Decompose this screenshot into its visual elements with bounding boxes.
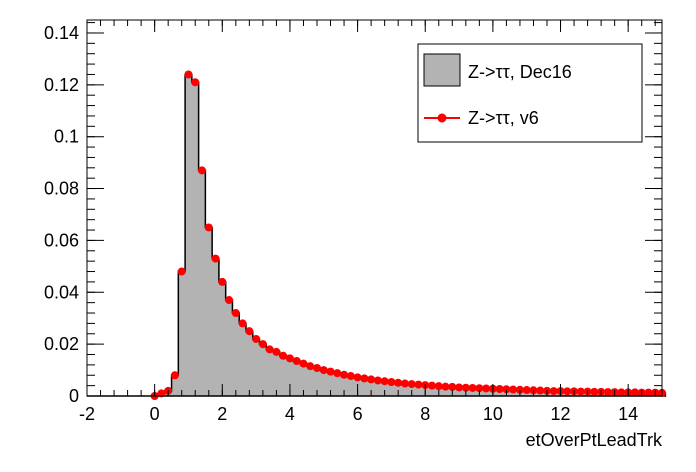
marker-v6-point bbox=[346, 372, 355, 381]
axis-layer: -2 0 2 4 6 8 10 12 1400.020.040.060.080.10.120.1… bbox=[44, 20, 662, 424]
legend-marker-v6 bbox=[437, 113, 447, 123]
marker-layer bbox=[150, 70, 666, 400]
marker-v6-point bbox=[319, 366, 328, 375]
marker-v6-point bbox=[515, 385, 524, 394]
marker-v6-point bbox=[576, 387, 585, 396]
marker-v6-point bbox=[360, 374, 369, 383]
marker-v6-point bbox=[434, 382, 443, 391]
marker-v6-point bbox=[387, 377, 396, 386]
marker-v6-point bbox=[468, 383, 477, 392]
marker-v6-point bbox=[177, 267, 186, 276]
marker-v6-point bbox=[279, 351, 288, 360]
marker-v6-point bbox=[218, 277, 227, 286]
marker-v6-point bbox=[475, 384, 484, 393]
marker-v6-point bbox=[414, 380, 423, 389]
marker-v6-point bbox=[340, 370, 349, 379]
x-tick-label: 0 bbox=[150, 404, 160, 424]
x-tick-label: 12 bbox=[551, 404, 571, 424]
marker-v6-point bbox=[461, 383, 470, 392]
y-tick-label: 0.1 bbox=[54, 127, 79, 147]
legend-label-v6: Z->ττ, v6 bbox=[468, 108, 539, 128]
marker-v6-point bbox=[522, 386, 531, 395]
marker-v6-point bbox=[367, 375, 376, 384]
marker-v6-point bbox=[191, 78, 200, 87]
plot-frame bbox=[86, 19, 663, 397]
y-tick-label: 0.06 bbox=[44, 230, 79, 250]
x-tick-label: 6 bbox=[353, 404, 363, 424]
x-tick-label: 14 bbox=[618, 404, 638, 424]
marker-v6-point bbox=[265, 345, 274, 354]
y-tick-label: 0.12 bbox=[44, 75, 79, 95]
x-tick-label: 4 bbox=[285, 404, 295, 424]
marker-v6-point bbox=[299, 359, 308, 368]
marker-v6-point bbox=[630, 388, 639, 397]
marker-v6-point bbox=[333, 369, 342, 378]
marker-v6-point bbox=[272, 347, 281, 356]
marker-v6-point bbox=[455, 383, 464, 392]
marker-v6-point bbox=[509, 385, 518, 394]
x-tick-label: 8 bbox=[420, 404, 430, 424]
marker-v6-point bbox=[394, 378, 403, 387]
marker-v6-point bbox=[198, 166, 206, 175]
marker-v6-point bbox=[380, 377, 389, 386]
y-tick-label: 0 bbox=[69, 386, 79, 406]
marker-v6-point bbox=[373, 376, 382, 385]
marker-v6-point bbox=[157, 389, 166, 398]
y-tick-label: 0.04 bbox=[44, 282, 79, 302]
marker-v6-point bbox=[549, 387, 558, 396]
y-tick-label: 0.14 bbox=[44, 23, 79, 43]
marker-v6-point bbox=[644, 388, 653, 397]
marker-v6-point bbox=[204, 223, 213, 232]
marker-v6-point bbox=[225, 296, 234, 305]
marker-v6-point bbox=[502, 385, 511, 394]
legend-swatch-dec16 bbox=[423, 53, 461, 87]
marker-v6-point bbox=[184, 70, 193, 79]
marker-v6-point bbox=[313, 363, 321, 372]
x-tick-label: 2 bbox=[217, 404, 227, 424]
marker-v6-point bbox=[252, 334, 261, 343]
marker-v6-point bbox=[245, 327, 254, 336]
y-tick-label: 0.02 bbox=[44, 334, 79, 354]
marker-v6-point bbox=[441, 382, 450, 391]
legend: Z->ττ, Dec16 Z->ττ, v6 bbox=[417, 43, 643, 143]
marker-v6-point bbox=[603, 388, 612, 397]
marker-v6-point bbox=[400, 379, 409, 388]
marker-v6-point bbox=[353, 373, 362, 382]
marker-v6-point bbox=[536, 386, 545, 395]
x-tick-label: -2 bbox=[79, 404, 95, 424]
marker-v6-point bbox=[617, 388, 626, 397]
marker-v6-point bbox=[590, 387, 599, 396]
marker-v6-point bbox=[211, 254, 220, 263]
marker-v6-point bbox=[482, 384, 491, 393]
y-tick-label: 0.08 bbox=[44, 179, 79, 199]
marker-v6-point bbox=[448, 382, 457, 391]
marker-v6-point bbox=[231, 309, 240, 318]
marker-v6-point bbox=[292, 356, 301, 365]
x-tick-label: 10 bbox=[483, 404, 503, 424]
marker-v6-point bbox=[238, 319, 247, 328]
x-axis-label: etOverPtLeadTrk bbox=[526, 430, 663, 450]
marker-v6-point bbox=[407, 380, 416, 389]
marker-v6-point bbox=[563, 387, 572, 396]
marker-v6-point bbox=[170, 371, 179, 380]
legend-label-dec16: Z->ττ, Dec16 bbox=[468, 62, 572, 82]
marker-v6-point bbox=[326, 367, 335, 376]
marker-v6-point bbox=[285, 354, 294, 363]
marker-v6-point bbox=[306, 362, 315, 371]
marker-v6-point bbox=[258, 340, 267, 349]
marker-v6-point bbox=[428, 381, 436, 390]
marker-v6-point bbox=[495, 384, 504, 393]
